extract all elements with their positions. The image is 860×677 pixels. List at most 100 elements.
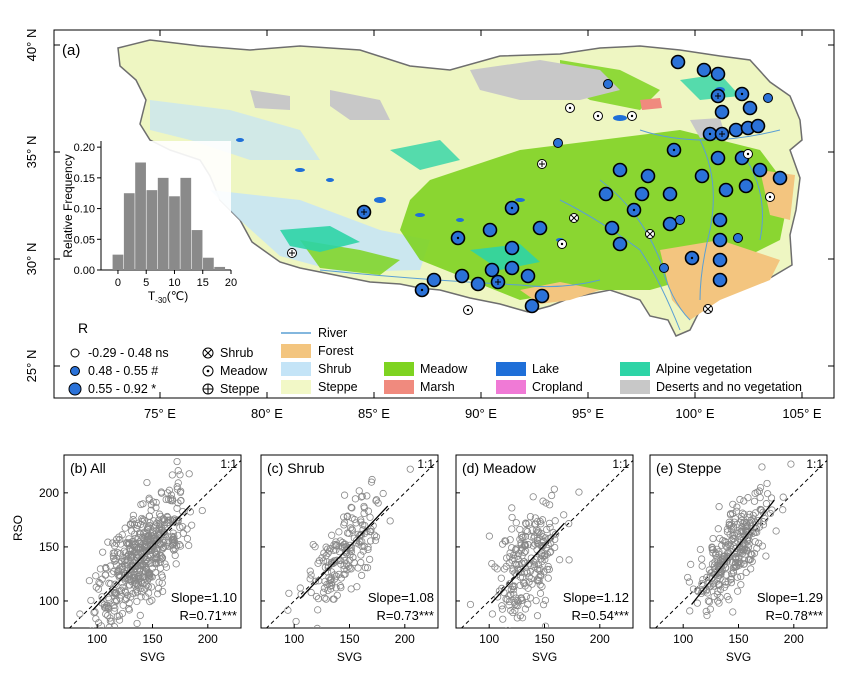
lake — [456, 218, 464, 222]
scatter-point — [534, 540, 543, 548]
scatter-point — [106, 614, 114, 622]
scatter-frame — [260, 454, 439, 629]
r-legend-symbol-mid — [70, 366, 80, 376]
scatter-point — [723, 592, 731, 601]
symbol-legend-label: Steppe — [220, 382, 260, 396]
scatter-point — [170, 533, 178, 541]
scatter-point — [137, 593, 145, 601]
scatter-point — [164, 542, 172, 550]
one-to-one-line — [68, 459, 241, 628]
scatter-point — [727, 579, 736, 587]
lake — [295, 168, 305, 172]
scatter-xtick-label: 100 — [673, 632, 693, 646]
scatter-point — [703, 589, 712, 597]
lon-label: 100° E — [675, 406, 715, 421]
scatter-point — [333, 591, 341, 599]
scatter-point — [313, 624, 321, 628]
scatter-point — [165, 486, 174, 494]
landcover-legend-label: Marsh — [420, 380, 455, 394]
scatter-point — [111, 549, 119, 557]
scatter-point — [488, 610, 497, 618]
scatter-point — [508, 504, 516, 512]
scatter-point — [488, 559, 496, 568]
scatter-point — [177, 496, 185, 505]
scatter-point — [186, 508, 194, 516]
scatter-point — [355, 487, 363, 495]
scatter-point — [183, 525, 191, 533]
scatter-point — [536, 581, 544, 589]
landcover-legend-label: Alpine vegetation — [656, 362, 752, 376]
scatter-point — [565, 556, 573, 564]
scatter-point — [370, 531, 379, 539]
scatter-point — [87, 596, 95, 605]
scatter-point — [518, 596, 526, 604]
scatter-point — [327, 560, 336, 568]
scatter-point — [526, 594, 535, 602]
inset-y-ticks: 0.20 0.15 0.10 0.05 0.00 — [74, 142, 101, 277]
scatter-point — [533, 612, 542, 620]
scatter-point — [351, 495, 360, 503]
scatter-point — [735, 553, 743, 561]
map-ticks — [54, 30, 834, 398]
scatter-point — [734, 587, 742, 595]
scatter-point — [533, 536, 541, 545]
scatter-point — [366, 513, 374, 521]
scatter-point — [115, 632, 121, 638]
scatter-point — [357, 518, 365, 526]
scatter-point — [335, 528, 343, 536]
scatter-point — [168, 471, 176, 479]
scatter-point — [521, 532, 530, 540]
regression-line — [691, 499, 775, 605]
scatter-point — [787, 460, 795, 468]
scatter-point — [698, 555, 706, 563]
scatter-xtick-label: 200 — [784, 632, 804, 646]
scatter-point — [198, 506, 206, 515]
scatter-point — [557, 425, 563, 431]
scatter-point — [137, 578, 145, 586]
station-marker-high — [504, 260, 520, 276]
scatter-point — [521, 540, 529, 548]
scatter-point — [360, 542, 368, 550]
scatter-point — [766, 509, 775, 518]
scatter-point — [510, 590, 518, 598]
scatter-point — [761, 515, 769, 523]
scatter-point — [121, 596, 129, 604]
scatter-point — [756, 484, 765, 492]
scatter-point — [538, 549, 546, 557]
scatter-point — [168, 495, 176, 503]
scatter-point — [158, 554, 167, 562]
scatter-point — [153, 555, 161, 563]
inset-ytick-label: 0.00 — [74, 265, 95, 277]
scatter-point — [284, 606, 292, 614]
scatter-point — [360, 509, 368, 518]
meadow-legend-swatch — [384, 362, 414, 376]
scatter-point — [340, 513, 348, 521]
forest-zone — [760, 170, 795, 220]
lake — [236, 138, 244, 142]
scatter-point — [751, 528, 759, 536]
scatter-point — [105, 595, 113, 603]
lake — [613, 115, 627, 121]
lake — [326, 178, 334, 182]
scatter-point — [709, 580, 717, 588]
scatter-point — [115, 616, 124, 624]
scatter-point — [306, 567, 314, 575]
scatter-point — [544, 562, 552, 571]
r-legend-symbol-high — [68, 382, 82, 396]
scatter-point — [763, 479, 771, 488]
scatter-point — [729, 522, 738, 531]
scatter-point — [764, 490, 772, 498]
scatter-point — [684, 573, 692, 582]
scatter-point — [327, 585, 335, 593]
scatter-point — [323, 545, 332, 553]
scatter-point — [729, 534, 737, 542]
inset-ytick-label: 0.20 — [74, 142, 95, 154]
scatter-point — [520, 569, 529, 577]
station-marker-high — [750, 118, 766, 134]
scatter-point — [105, 623, 113, 628]
scatter-point — [110, 623, 119, 628]
scatter-point — [729, 568, 738, 577]
scatter-point — [145, 574, 154, 582]
r-legend: R -0.29 - 0.48 ns 0.48 - 0.55 # 0.55 - 0… — [68, 320, 169, 396]
scatter-point — [135, 543, 143, 551]
